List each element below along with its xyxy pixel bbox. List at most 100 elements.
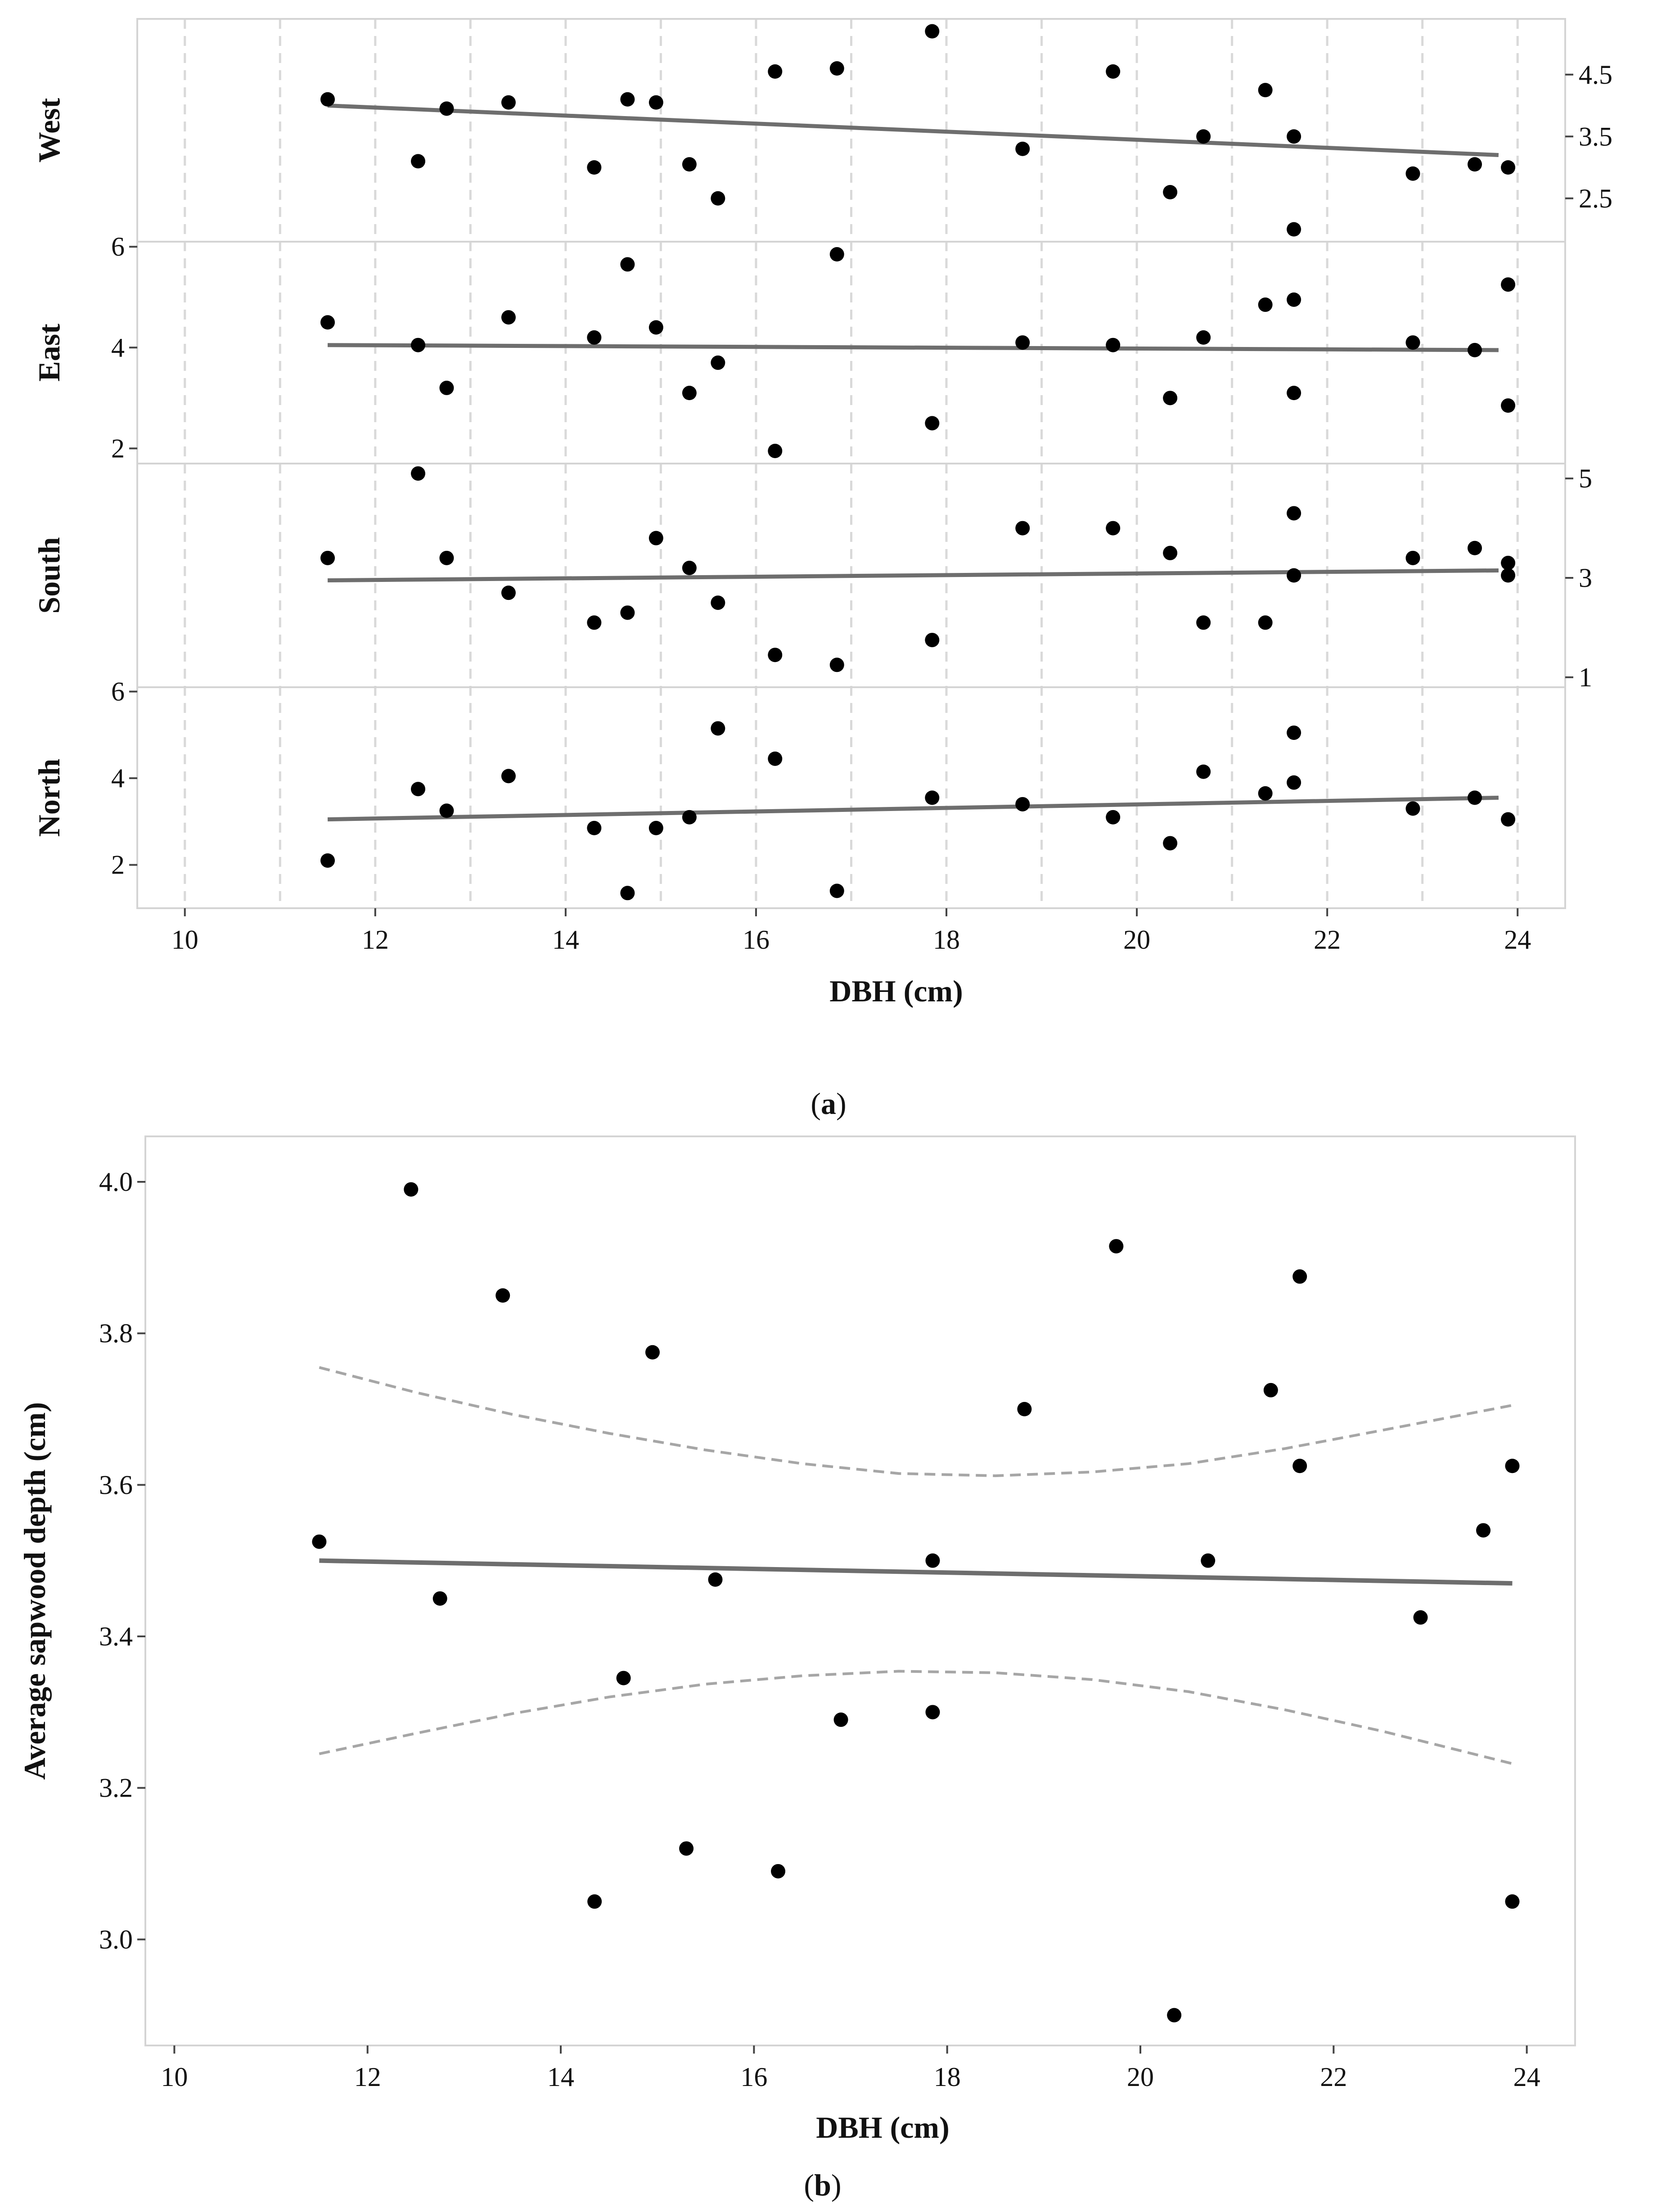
point <box>1201 1553 1216 1568</box>
point <box>708 1572 723 1587</box>
x-tick-label: 22 <box>1320 2062 1347 2092</box>
point-south <box>1287 506 1301 521</box>
point-south <box>1196 615 1211 630</box>
point <box>1109 1239 1124 1254</box>
point-west <box>1258 83 1273 98</box>
y-tick-label: 4.0 <box>99 1167 133 1197</box>
point-east <box>1501 277 1516 292</box>
point-north <box>320 853 335 868</box>
x-tick-label: 24 <box>1504 925 1531 955</box>
point-south <box>648 531 663 545</box>
point-north <box>1287 725 1301 740</box>
x-axis-title: DBH (cm) <box>816 2110 949 2144</box>
point-east <box>1501 398 1516 413</box>
point-east <box>925 416 940 431</box>
x-tick-label: 18 <box>934 2062 961 2092</box>
point-east <box>320 315 335 330</box>
point-west <box>711 191 725 206</box>
y-tick-label-east: 4 <box>111 333 125 362</box>
x-tick-label: 10 <box>161 2062 188 2092</box>
x-axis-title: DBH (cm) <box>829 974 963 1008</box>
y-tick-label-west: 2.5 <box>1579 184 1612 213</box>
point-east <box>1015 335 1030 350</box>
point-north <box>1196 764 1211 779</box>
point <box>645 1345 660 1360</box>
point-east <box>829 247 844 262</box>
y-tick-label-north: 4 <box>111 763 125 793</box>
fit-line-west <box>327 104 1499 157</box>
y-tick-label: 3.0 <box>99 1924 133 1954</box>
point-west <box>1287 222 1301 237</box>
point-south <box>768 648 783 662</box>
point-west <box>587 160 602 175</box>
point-west <box>1405 166 1420 181</box>
y-tick-label-west: 4.5 <box>1579 60 1612 90</box>
point <box>1292 1459 1307 1473</box>
point-west <box>411 154 426 169</box>
caption-b: (b) <box>804 2168 841 2202</box>
point-north <box>1501 812 1516 827</box>
point-south <box>1468 541 1482 555</box>
point-south <box>682 560 697 575</box>
x-tick-label: 22 <box>1314 925 1341 955</box>
chart-b: 3.0 3.2 3.4 3.6 3.8 4.0 10 12 14 16 18 20 22 24 DBH (c… <box>18 1135 1576 2144</box>
x-tick-label: 14 <box>547 2062 574 2092</box>
point-east <box>411 338 426 352</box>
point <box>679 1841 694 1856</box>
fit-line <box>319 1558 1513 1586</box>
point-east <box>620 257 635 272</box>
y-tick-label: 3.8 <box>99 1319 133 1348</box>
point-east <box>648 320 663 335</box>
point-south <box>439 550 454 565</box>
point-east <box>1106 338 1121 352</box>
y-tick-label: 3.4 <box>99 1622 133 1651</box>
point-west <box>768 64 783 79</box>
plot-frame <box>144 1135 1576 2046</box>
panel-label-west: West <box>32 98 66 162</box>
point-south <box>829 658 844 672</box>
confidence-band-lower <box>319 1670 1513 1765</box>
point-west <box>1287 129 1301 144</box>
point-south <box>1163 545 1178 560</box>
y-tick-label-north: 6 <box>111 677 125 707</box>
point-south <box>1015 521 1030 536</box>
y-tick-label: 3.6 <box>99 1470 133 1500</box>
fit-line-east <box>328 343 1499 352</box>
point <box>771 1864 786 1879</box>
point-south <box>587 615 602 630</box>
point-west <box>682 157 697 172</box>
point <box>312 1534 327 1549</box>
point <box>1167 2008 1182 2023</box>
x-tick-label: 20 <box>1123 925 1150 955</box>
point-east <box>1287 292 1301 307</box>
point-east <box>1405 335 1420 350</box>
point <box>833 1712 848 1727</box>
point-east <box>682 386 697 401</box>
point <box>1292 1269 1307 1284</box>
point-east <box>711 355 725 370</box>
y-tick-label-west: 3.5 <box>1579 122 1612 151</box>
y-axis-title: Average sapwood depth (cm) <box>18 1402 52 1780</box>
point <box>1476 1523 1491 1538</box>
point-north <box>1106 810 1121 824</box>
y-tick-label-east: 2 <box>111 433 125 463</box>
x-tick-label: 10 <box>171 925 198 955</box>
panel-label-north: North <box>32 759 66 837</box>
confidence-band-upper <box>319 1366 1513 1478</box>
point-north <box>1163 836 1178 851</box>
y-tick-label-south: 3 <box>1579 563 1592 593</box>
point-north <box>439 803 454 818</box>
point <box>925 1553 940 1568</box>
panel-label-east: East <box>32 324 66 382</box>
point-east <box>439 380 454 395</box>
panel-label-south: South <box>32 537 66 613</box>
caption-a: (a) <box>810 1086 846 1121</box>
point <box>404 1182 419 1197</box>
point-west <box>320 92 335 107</box>
point-south <box>1501 555 1516 570</box>
point-east <box>1468 342 1482 357</box>
point-east <box>1287 386 1301 401</box>
point-north <box>925 790 940 805</box>
fit-line-south <box>328 568 1499 583</box>
